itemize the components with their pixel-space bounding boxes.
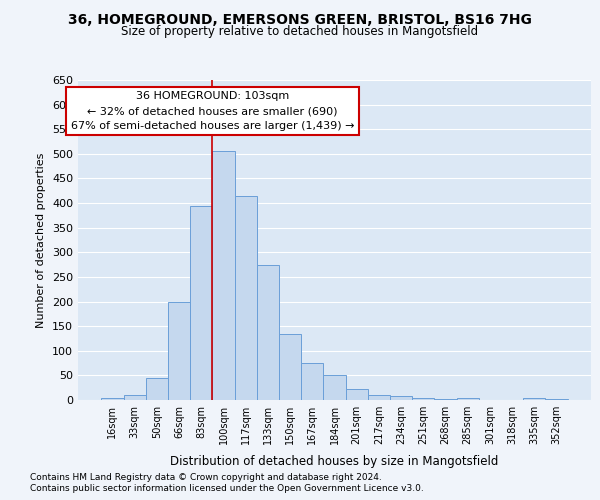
Bar (301, 363, 323, 400)
Bar (168, 302, 190, 400)
Bar (434, 399, 457, 400)
Bar (235, 196, 257, 400)
Text: Contains HM Land Registry data © Crown copyright and database right 2024.: Contains HM Land Registry data © Crown c… (30, 472, 382, 482)
Bar (545, 399, 568, 400)
Bar (368, 395, 390, 400)
Text: Size of property relative to detached houses in Mangotsfield: Size of property relative to detached ho… (121, 25, 479, 38)
Bar (212, 152, 235, 400)
Bar (190, 206, 212, 400)
Y-axis label: Number of detached properties: Number of detached properties (37, 152, 46, 328)
Bar (390, 396, 412, 400)
Text: 36 HOMEGROUND: 103sqm
← 32% of detached houses are smaller (690)
67% of semi-det: 36 HOMEGROUND: 103sqm ← 32% of detached … (71, 92, 354, 131)
Text: 36, HOMEGROUND, EMERSONS GREEN, BRISTOL, BS16 7HG: 36, HOMEGROUND, EMERSONS GREEN, BRISTOL,… (68, 12, 532, 26)
Bar (457, 398, 479, 400)
Bar (346, 389, 368, 400)
Bar (412, 398, 434, 400)
Bar (279, 334, 301, 400)
Bar (146, 378, 168, 400)
X-axis label: Distribution of detached houses by size in Mangotsfield: Distribution of detached houses by size … (170, 456, 499, 468)
Bar (124, 395, 146, 400)
Bar (257, 264, 279, 400)
Bar (323, 376, 346, 400)
Bar (101, 398, 124, 400)
Bar (523, 398, 545, 400)
Text: Contains public sector information licensed under the Open Government Licence v3: Contains public sector information licen… (30, 484, 424, 493)
